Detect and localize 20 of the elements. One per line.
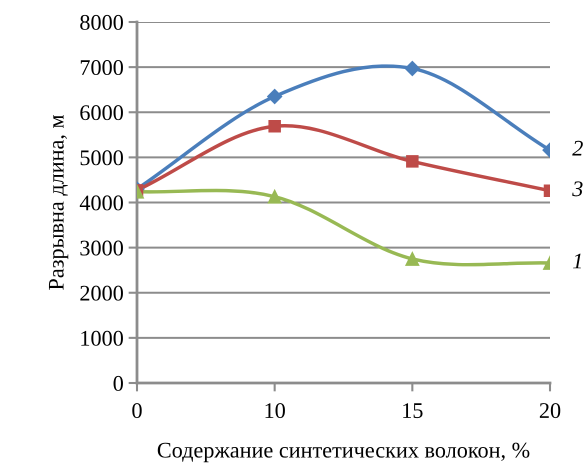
series-label: 3	[572, 181, 583, 196]
x-tick-label: 15	[403, 403, 423, 418]
x-tick-label: 0	[132, 403, 142, 418]
series-label: 1	[573, 254, 581, 268]
y-tick-label: 0	[114, 376, 123, 391]
point	[267, 88, 282, 104]
x-tick-label: 20	[540, 403, 560, 418]
y-tick-label: 7000	[80, 60, 123, 76]
y-tick-label: 1000	[81, 330, 123, 346]
y-tick-label: 4000	[80, 195, 123, 210]
y-tick-label: 2000	[80, 286, 123, 301]
y-tick-label: 5000	[80, 150, 123, 166]
y-tick-label: 3000	[80, 240, 123, 256]
y-axis-title: Разрывна длина, м	[48, 114, 68, 290]
x-axis-title: Содержание синтетических волокон, %	[158, 442, 530, 462]
y-tick-label: 8000	[80, 14, 123, 30]
y-tick-label: 6000	[80, 105, 123, 120]
series-label: 2	[572, 140, 583, 156]
point	[404, 60, 420, 76]
x-tick-label: 10	[266, 403, 285, 418]
